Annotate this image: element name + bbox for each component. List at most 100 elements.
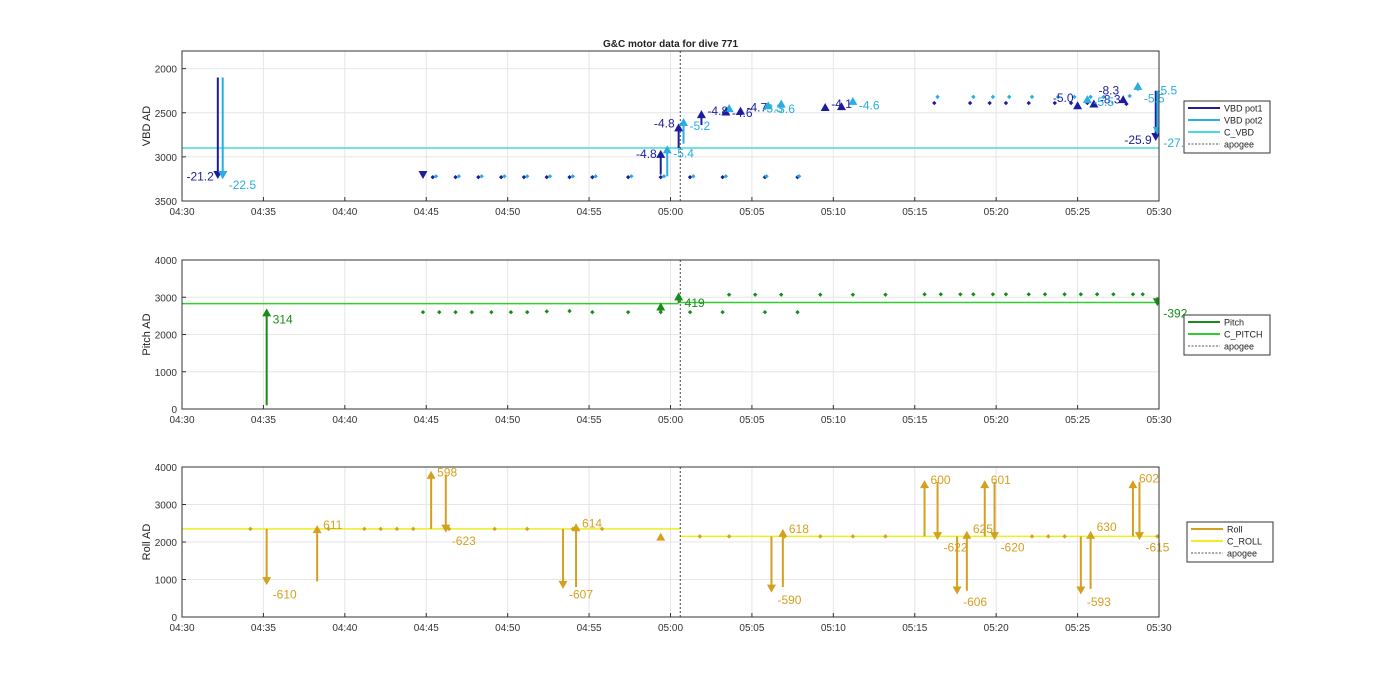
pot1-point <box>521 174 527 180</box>
y-tick-label: 2500 <box>155 109 178 120</box>
plot-content <box>182 467 1159 617</box>
arrow-head <box>1134 532 1144 541</box>
pot2-arrow-label: -27. <box>1163 136 1184 150</box>
pot2-point <box>1088 94 1093 100</box>
data-point <box>726 534 732 539</box>
pot2-arrow-head <box>848 96 858 105</box>
arrow-label: -610 <box>273 588 297 602</box>
pot2-arrow-head <box>724 103 734 112</box>
x-tick-label: 05:25 <box>1065 623 1090 634</box>
pot2-point <box>1127 93 1132 99</box>
pot1-point <box>658 174 663 180</box>
pot1-point <box>544 174 549 180</box>
pot2-point <box>990 94 996 100</box>
y-tick-label: 3000 <box>155 293 178 304</box>
data-point <box>326 526 331 532</box>
x-tick-label: 04:50 <box>495 623 520 634</box>
legend-label: C_ROLL <box>1227 537 1262 547</box>
data-point <box>697 534 703 539</box>
chart-title: G&C motor data for dive 771 <box>603 39 738 50</box>
x-tick-label: 05:05 <box>739 415 764 426</box>
x-tick-label: 05:10 <box>821 623 846 634</box>
legend-label: apogee <box>1224 342 1254 352</box>
arrow-head <box>962 530 972 539</box>
data-point <box>1130 292 1136 297</box>
x-tick-label: 05:05 <box>739 207 764 218</box>
x-tick-label: 04:35 <box>251 207 276 218</box>
pot1-arrow-head <box>736 106 746 115</box>
pot2-point <box>629 174 634 179</box>
pot2-point <box>1006 94 1012 100</box>
x-tick-label: 05:00 <box>658 415 683 426</box>
y-tick-label: 1000 <box>155 368 178 379</box>
x-tick-label: 05:00 <box>658 207 683 218</box>
y-tick-label: 4000 <box>155 256 178 267</box>
data-point <box>394 526 400 532</box>
data-label: -5.5 <box>1156 84 1177 98</box>
data-point <box>453 309 458 315</box>
pot2-arrow-label: -5.2 <box>690 119 711 133</box>
arrow-label: 419 <box>685 296 705 310</box>
data-point <box>850 534 856 539</box>
x-tick-label: 05:20 <box>984 415 1009 426</box>
x-tick-label: 04:55 <box>577 415 602 426</box>
pot2-point <box>547 174 553 179</box>
data-point <box>971 292 976 297</box>
pot1-point <box>498 174 504 180</box>
arrow-head <box>312 525 322 534</box>
pot1-arrow-label: -8.3 <box>1100 93 1121 107</box>
data-point <box>990 292 996 297</box>
arrow-head <box>426 470 436 479</box>
arrow-head <box>1076 586 1086 595</box>
legend-label: Pitch <box>1224 318 1244 328</box>
x-tick-label: 04:40 <box>332 623 357 634</box>
pot2-point <box>1101 94 1106 100</box>
x-tick-label: 05:15 <box>902 415 927 426</box>
data-point <box>1094 292 1100 297</box>
panel-1: 04:30 04:35 04:40 04:45 04:50 04:55 05:00 05:05… <box>141 39 1271 218</box>
pot2-arrow-head <box>776 99 786 108</box>
arrow-label: 614 <box>582 516 602 530</box>
data-point <box>411 526 416 532</box>
data-point <box>726 292 732 297</box>
data-point <box>378 526 383 532</box>
arrow-head <box>990 532 1000 541</box>
data-point <box>1078 292 1084 297</box>
x-tick-label: 05:10 <box>821 207 846 218</box>
pot2-arrow-label: -22.5 <box>229 178 257 192</box>
data-point <box>525 309 530 315</box>
pot1-point <box>987 100 992 106</box>
x-tick-label: 05:10 <box>821 415 846 426</box>
data-point <box>1140 292 1145 297</box>
pot2-arrow-head <box>763 101 773 110</box>
x-tick-label: 04:30 <box>169 207 194 218</box>
arrow-label: 625 <box>973 522 993 536</box>
data-point <box>1029 534 1035 539</box>
data-point <box>625 309 631 315</box>
data-point <box>1155 534 1159 539</box>
x-tick-label: 04:50 <box>495 415 520 426</box>
y-tick-label: 4000 <box>155 463 178 474</box>
x-tick-label: 04:50 <box>495 207 520 218</box>
plot-content <box>182 260 1159 409</box>
x-tick-label: 04:45 <box>414 623 439 634</box>
data-point <box>1026 292 1031 297</box>
pot1-arrow-label: -8.3 <box>1098 84 1119 98</box>
pot2-arrow-head <box>679 118 689 127</box>
x-tick-label: 04:30 <box>169 415 194 426</box>
pot2-point <box>433 174 439 179</box>
pot1-point <box>1052 100 1057 106</box>
pot1-arrow-head <box>674 123 684 132</box>
pot1-point <box>720 174 725 180</box>
y-tick-label: 3000 <box>155 153 178 164</box>
x-tick-label: 04:35 <box>251 623 276 634</box>
x-tick-label: 04:45 <box>414 415 439 426</box>
axes-frame <box>181 466 1160 618</box>
y-tick-label: 0 <box>171 405 177 416</box>
data-label: -3.3 <box>762 101 783 115</box>
data-point <box>720 309 725 315</box>
arrow-head <box>441 524 451 533</box>
x-tick-label: 04:55 <box>577 623 602 634</box>
data-point <box>1062 534 1067 539</box>
